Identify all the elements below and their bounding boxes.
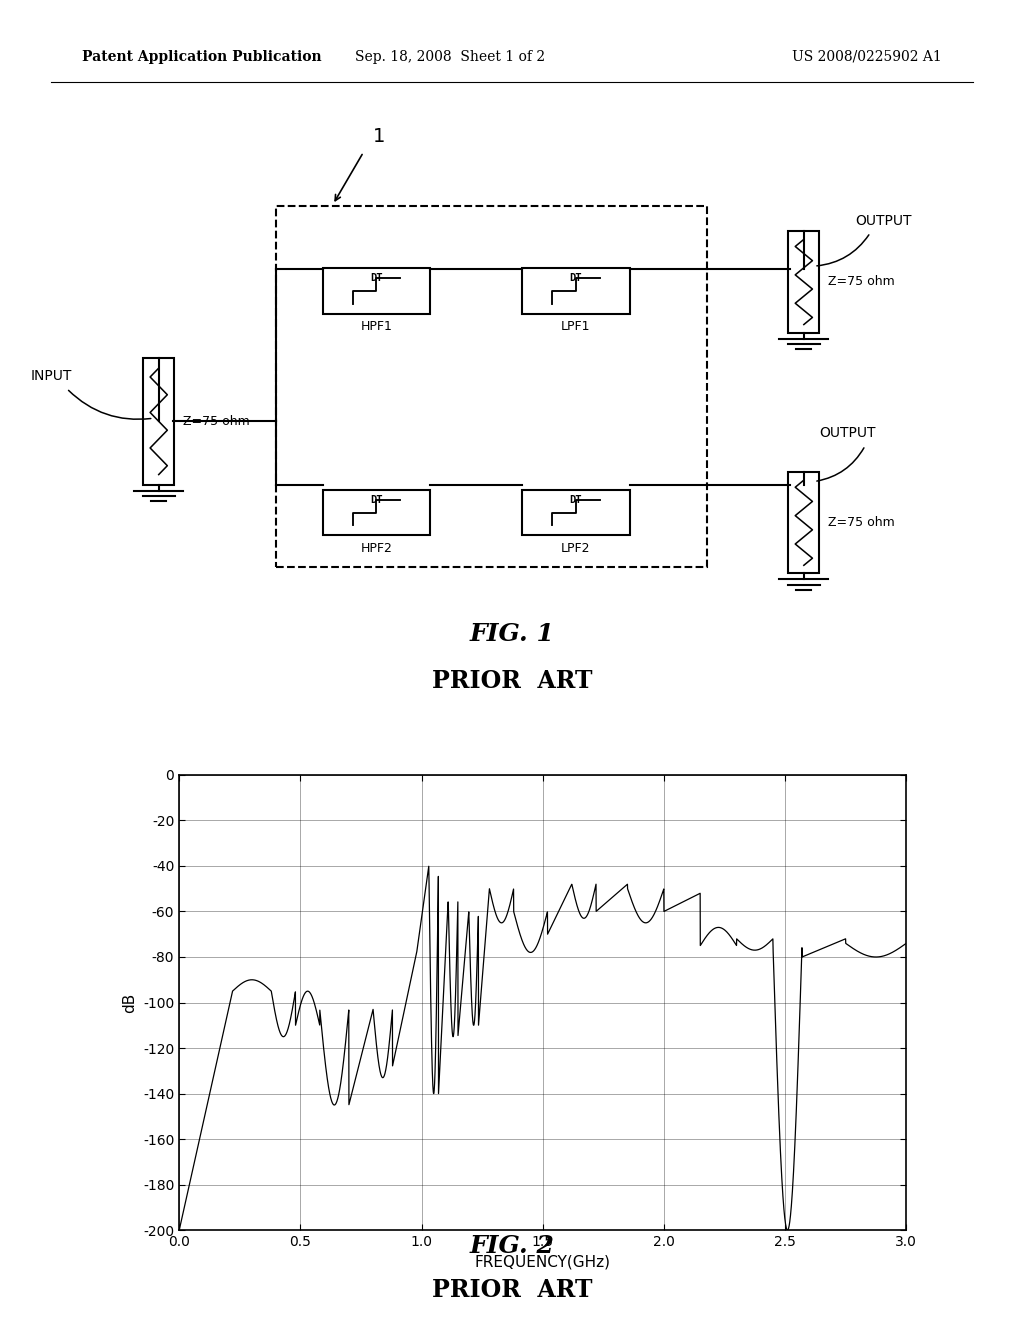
Bar [788, 473, 819, 573]
Text: OUTPUT: OUTPUT [855, 214, 911, 228]
Bar [276, 206, 707, 568]
Text: US 2008/0225902 A1: US 2008/0225902 A1 [793, 50, 942, 63]
Text: DT: DT [370, 495, 383, 506]
Text: DT: DT [569, 495, 583, 506]
Text: Sep. 18, 2008  Sheet 1 of 2: Sep. 18, 2008 Sheet 1 of 2 [355, 50, 546, 63]
Bar [323, 490, 430, 536]
Text: HPF1: HPF1 [360, 319, 392, 333]
Text: DT: DT [370, 273, 383, 284]
Text: Z=75 ohm: Z=75 ohm [183, 414, 250, 428]
Text: PRIOR  ART: PRIOR ART [432, 1278, 592, 1302]
Bar [143, 358, 174, 484]
Text: DT: DT [569, 273, 583, 284]
Text: Z=75 ohm: Z=75 ohm [828, 516, 895, 529]
Text: HPF2: HPF2 [360, 541, 392, 554]
Text: Z=75 ohm: Z=75 ohm [828, 276, 895, 289]
Text: FIG. 1: FIG. 1 [470, 622, 554, 645]
Text: Patent Application Publication: Patent Application Publication [82, 50, 322, 63]
Text: LPF1: LPF1 [561, 319, 591, 333]
Text: LPF2: LPF2 [561, 541, 591, 554]
Bar [522, 268, 630, 314]
Y-axis label: dB: dB [123, 993, 137, 1012]
Bar [788, 231, 819, 333]
X-axis label: FREQUENCY(GHz): FREQUENCY(GHz) [475, 1254, 610, 1270]
Text: PRIOR  ART: PRIOR ART [432, 669, 592, 693]
Bar [323, 268, 430, 314]
Bar [522, 490, 630, 536]
Text: FIG. 2: FIG. 2 [470, 1234, 554, 1258]
Text: 1: 1 [373, 127, 385, 145]
Text: OUTPUT: OUTPUT [819, 426, 876, 441]
Text: INPUT: INPUT [31, 370, 72, 383]
